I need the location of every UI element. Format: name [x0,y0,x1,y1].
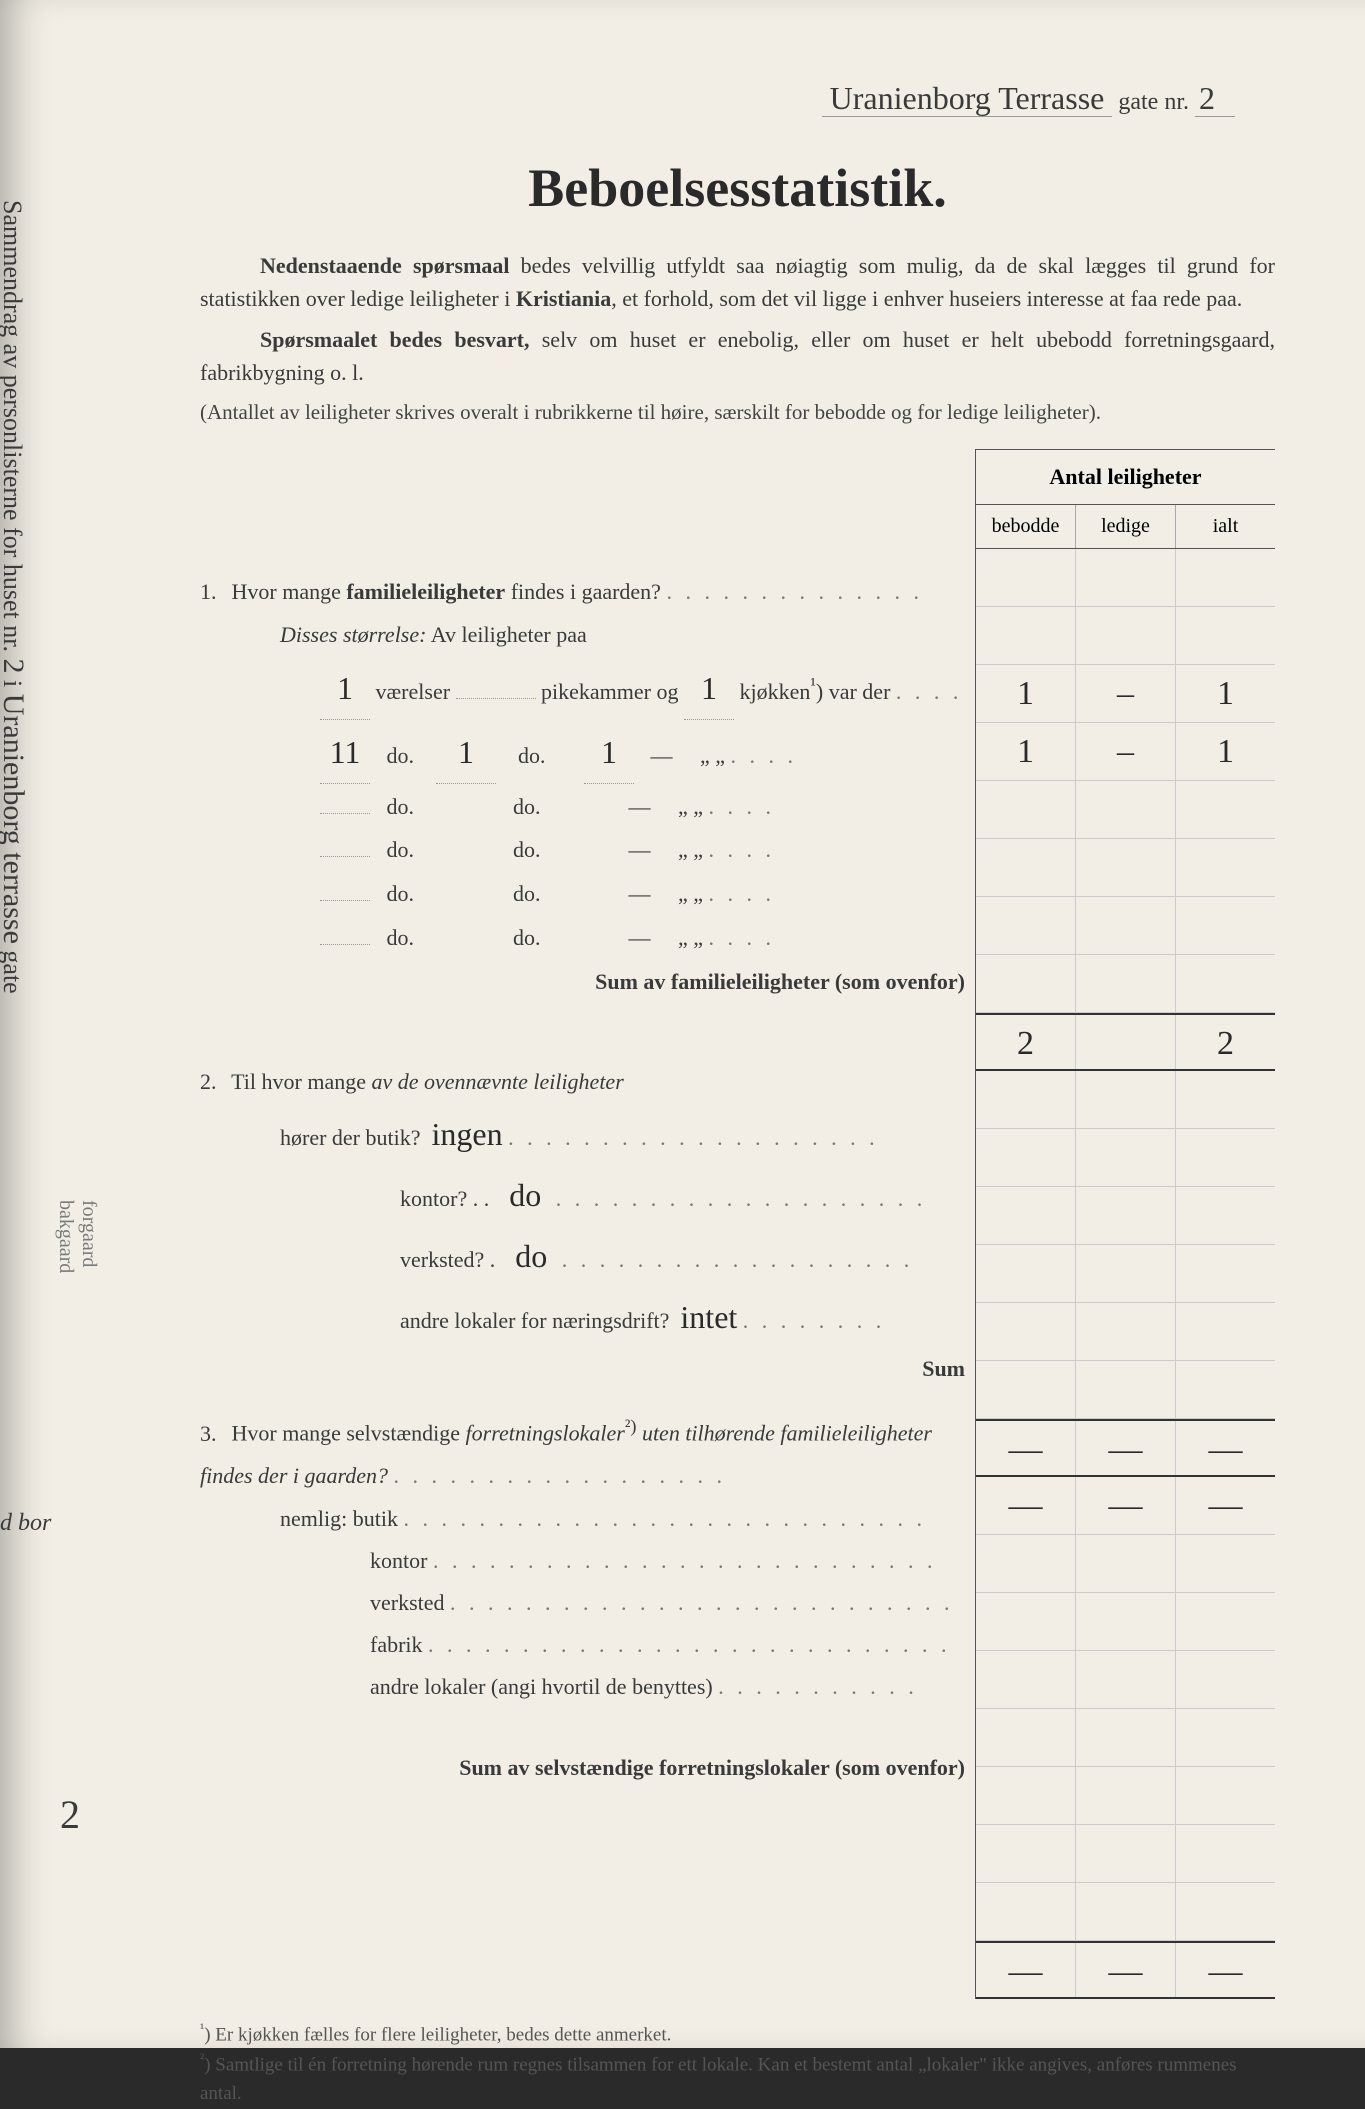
q1-disses: Disses størrelse: Av leiligheter paa [200,614,975,656]
q1-line: 1. Hvor mange familieleiligheter findes … [200,571,975,613]
q2-kontor: kontor? . . do . . . . . . . . . . . . .… [200,1165,975,1226]
table-header-row: bebodde ledige ialt [976,505,1275,549]
table-row [976,955,1275,1013]
q3-andre: andre lokaler (angi hvortil de benyttes)… [200,1666,975,1708]
col-ledige: ledige [1076,505,1176,548]
table-row [976,1187,1275,1245]
q1-sum-row: 22 [976,1013,1275,1071]
q3-sum-row: ——— [976,1941,1275,1999]
table-row [976,549,1275,607]
table-row [976,781,1275,839]
q1-row-5: do. do. — „ „ . . . . [200,873,975,915]
table-row [976,1709,1275,1767]
q2-andre: andre lokaler for næringsdrift? intet . … [200,1287,975,1348]
q3-line: 3. Hvor mange selvstændige forretningslo… [200,1409,975,1496]
q3-nemlig: nemlig: butik . . . . . . . . . . . . . … [200,1498,975,1540]
q3-kontor: kontor . . . . . . . . . . . . . . . . .… [200,1540,975,1582]
q3-sum-label: Sum av selvstændige forretningslokaler (… [200,1747,975,1789]
intro-paragraph-1: Nedenstaaende spørsmaal bedes velvillig … [200,249,1275,315]
q2-sum-row: ——— [976,1419,1275,1477]
table-row [976,1535,1275,1593]
table-row [976,607,1275,665]
q2-line: 2. Til hvor mange av de ovennævnte leili… [200,1061,975,1103]
spine-forgaard-text: forgaard bakgaard [54,1200,100,1273]
page-title: Beboelsesstatistik. [200,157,1275,219]
intro-paragraph-2: Spørsmaalet bedes besvart, selv om huset… [200,323,1275,389]
table-row: 1–1 [976,665,1275,723]
table-row [976,897,1275,955]
q1-sum-label: Sum av familieleiligheter (som ovenfor) [200,961,975,1003]
document-page: Sammendrag av personlisterne for huset n… [0,0,1365,2048]
footnotes: ¹) Er kjøkken fælles for flere leilighet… [200,2019,1275,2109]
main-content: 1. Hvor mange familieleiligheter findes … [200,449,1275,1999]
street-header: Uranienborg Terrasse gate nr. 2 [200,80,1275,117]
q3-fabrik: fabrik . . . . . . . . . . . . . . . . .… [200,1624,975,1666]
questions-column: 1. Hvor mange familieleiligheter findes … [200,449,975,1999]
table-row [976,1883,1275,1941]
street-name-handwritten: Uranienborg Terrasse [822,80,1113,117]
q1-row-6: do. do. — „ „ . . . . [200,917,975,959]
q3-verksted: verksted . . . . . . . . . . . . . . . .… [200,1582,975,1624]
col-ialt: ialt [1176,505,1275,548]
table-row [976,1071,1275,1129]
q1-row-2: 11 do. 1 do. 1 — „ „ . . . . [200,722,975,784]
q2-butik: hører der butik? ingen . . . . . . . . .… [200,1104,975,1165]
q1-row-4: do. do. — „ „ . . . . [200,829,975,871]
table-row [976,1651,1275,1709]
table-row [976,839,1275,897]
margin-d-bor: d bor [0,1510,51,1537]
q3-top-row: ——— [976,1477,1275,1535]
table-row [976,1825,1275,1883]
table-row [976,1361,1275,1419]
table-header-title: Antal leiligheter [976,450,1275,505]
table-row: 1–1 [976,723,1275,781]
q2-sum-label: Sum [200,1348,975,1390]
margin-number: 2 [60,1791,80,1838]
count-table: Antal leiligheter bebodde ledige ialt 1–… [975,449,1275,1999]
street-number: 2 [1195,80,1235,117]
table-row [976,1303,1275,1361]
col-bebodde: bebodde [976,505,1076,548]
intro-paragraph-3: (Antallet av leiligheter skrives overalt… [200,397,1275,429]
table-row [976,1593,1275,1651]
q1-row-1: 1 værelser pikekammer og 1 kjøkken¹) var… [200,658,975,720]
table-row [976,1129,1275,1187]
q2-verksted: verksted? . do . . . . . . . . . . . . .… [200,1226,975,1287]
q1-row-3: do. do. — „ „ . . . . [200,786,975,828]
table-row [976,1245,1275,1303]
table-row [976,1767,1275,1825]
spine-vertical-text: Sammendrag av personlisterne for huset n… [0,200,30,1400]
